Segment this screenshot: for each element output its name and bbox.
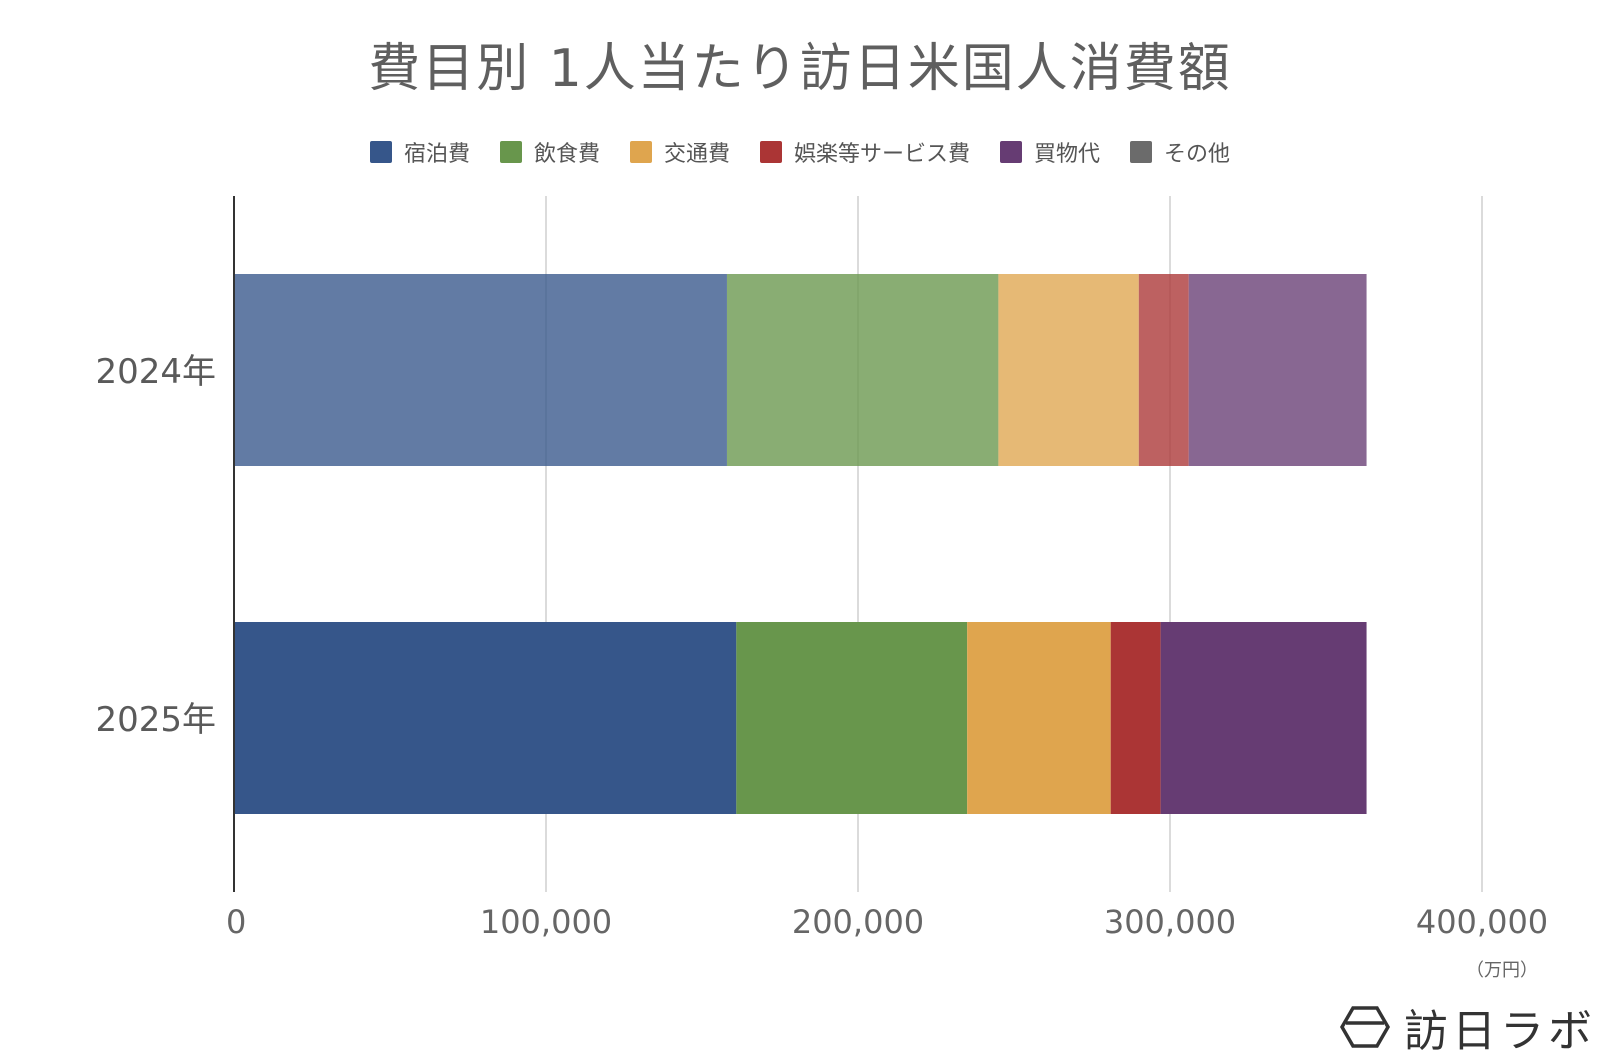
legend-label: 飲食費 — [533, 142, 600, 167]
legend-label: 交通費 — [663, 142, 730, 167]
bar-segment — [1188, 274, 1367, 466]
x-tick-label: 0 — [226, 903, 246, 941]
legend-label: 宿泊費 — [403, 142, 470, 167]
legend-item: その他 — [1130, 136, 1230, 168]
legend-item: 宿泊費 — [369, 136, 470, 168]
bar-segment — [998, 274, 1139, 466]
legend-swatch — [499, 141, 522, 163]
bar-segment — [234, 274, 727, 466]
legend-item: 娯楽等サービス費 — [760, 136, 970, 168]
hexagon-logo-icon — [1340, 1006, 1390, 1048]
bar-segment — [1110, 622, 1161, 814]
legend-swatch — [1000, 141, 1023, 163]
chart-title: 費目別 1人当たり訪日米国人消費額 — [368, 39, 1232, 99]
bar-segment — [736, 622, 968, 814]
legend-label: 娯楽等サービス費 — [794, 142, 971, 167]
category-label: 2024年 — [95, 352, 216, 392]
x-tick-label: 300,000 — [1104, 903, 1236, 941]
legend-item: 買物代 — [1000, 136, 1100, 168]
bar-segment — [726, 274, 999, 466]
legend-swatch — [760, 141, 782, 163]
legend-label: その他 — [1164, 142, 1231, 167]
brand-logo: 訪日ラボ — [1340, 995, 1596, 1059]
bar-segment — [1138, 274, 1189, 466]
legend: 宿泊費 飲食費 交通費 娯楽等サービス費 買物代 その他 — [0, 136, 1600, 168]
x-axis-unit: （万円） — [1466, 960, 1538, 981]
x-tick-label: 200,000 — [792, 903, 924, 941]
legend-swatch — [369, 141, 392, 163]
legend-item: 交通費 — [629, 136, 730, 168]
legend-swatch — [1130, 141, 1153, 163]
x-tick-label: 100,000 — [480, 903, 612, 941]
category-label: 2025年 — [95, 700, 216, 740]
x-tick-label: 400,000 — [1416, 903, 1548, 941]
bar-segment — [967, 622, 1111, 814]
bar-segment — [1160, 622, 1367, 814]
legend-label: 買物代 — [1034, 142, 1101, 167]
brand-name: 訪日ラボ — [1404, 1006, 1596, 1057]
legend-item: 飲食費 — [499, 136, 600, 168]
bar-segment — [234, 622, 737, 814]
legend-swatch — [629, 141, 652, 163]
